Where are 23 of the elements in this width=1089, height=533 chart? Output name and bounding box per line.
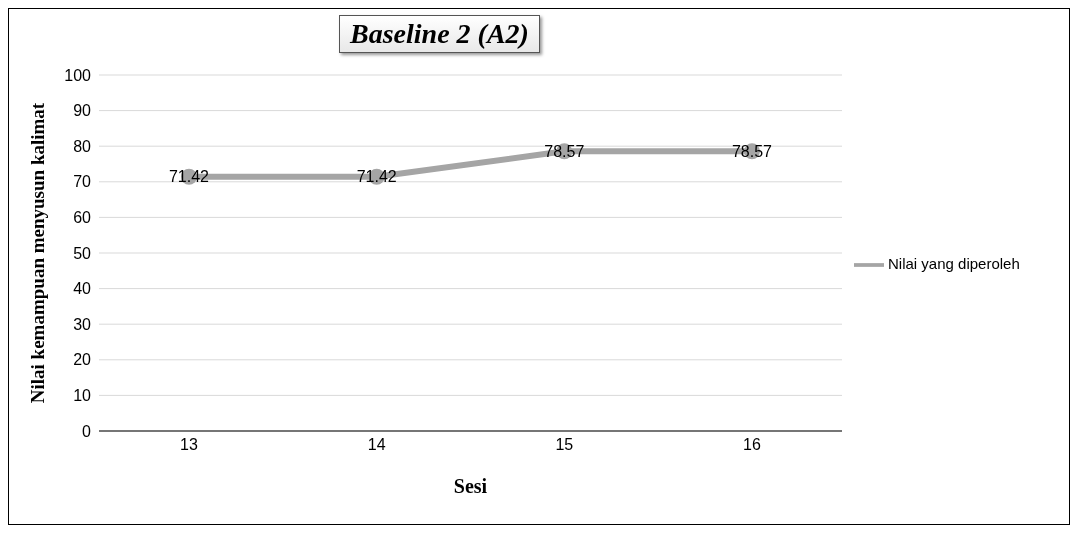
y-tick-label: 60 xyxy=(73,209,92,227)
x-tick-label: 15 xyxy=(555,436,574,454)
y-tick-label: 0 xyxy=(82,422,92,440)
x-axis-title: Sesi xyxy=(453,475,488,497)
y-tick-label: 20 xyxy=(73,351,92,369)
x-tick-label: 13 xyxy=(180,436,198,454)
chart-title: Baseline 2 (A2) xyxy=(339,15,540,53)
data-label: 78.57 xyxy=(731,142,773,160)
y-tick-label: 90 xyxy=(73,102,92,120)
y-tick-label: 30 xyxy=(73,315,92,333)
y-tick-label: 80 xyxy=(73,137,92,155)
x-tick-label: 14 xyxy=(367,436,386,454)
legend-label: Nilai yang diperoleh xyxy=(888,254,1020,272)
y-tick-label: 50 xyxy=(73,244,92,262)
x-tick-label: 16 xyxy=(743,436,761,454)
data-label: 78.57 xyxy=(544,142,585,160)
y-tick-label: 10 xyxy=(73,387,92,405)
data-label: 71.42 xyxy=(356,168,397,186)
y-tick-label: 70 xyxy=(73,173,92,191)
data-label: 71.42 xyxy=(168,168,210,186)
y-axis-title: Nilai kemampuan menyusun kalimat xyxy=(26,102,48,404)
y-tick-label: 100 xyxy=(64,66,92,84)
y-tick-label: 40 xyxy=(73,280,92,298)
